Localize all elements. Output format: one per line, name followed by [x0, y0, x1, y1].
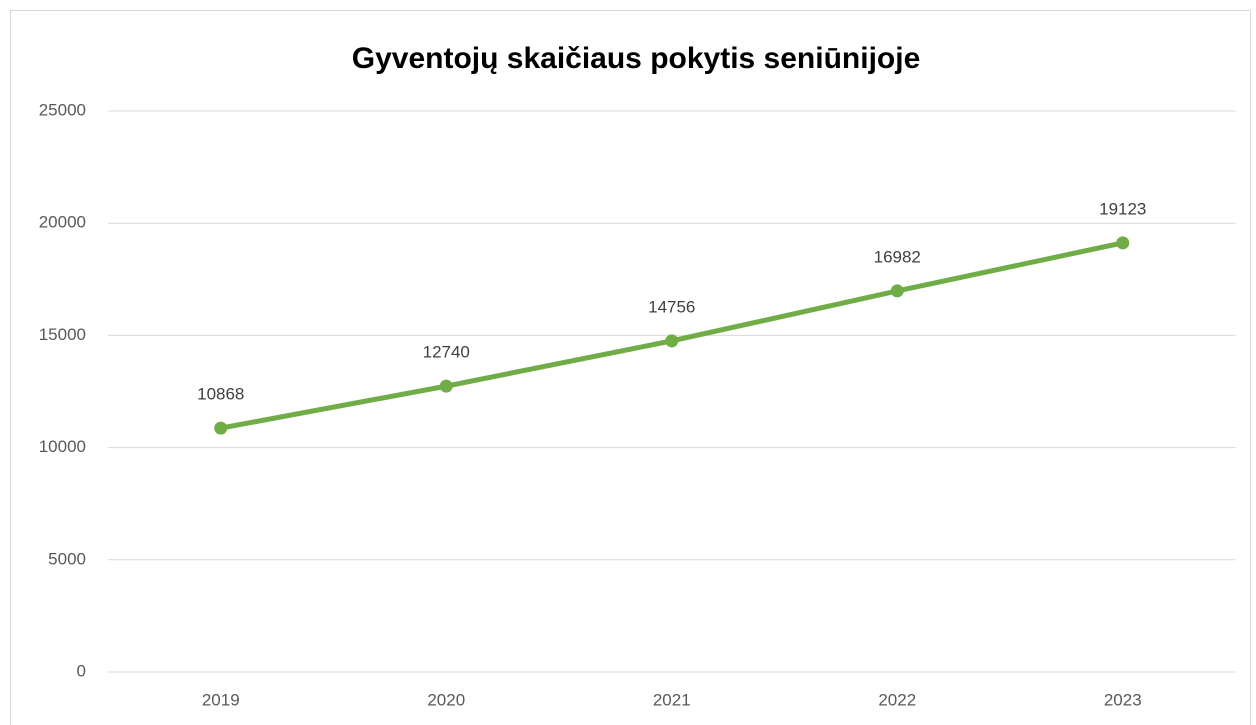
marker — [214, 421, 228, 435]
data-label: 14756 — [648, 297, 695, 316]
data-label: 16982 — [874, 247, 921, 266]
data-label: 10868 — [197, 385, 244, 404]
x-tick-label: 2020 — [427, 690, 465, 709]
x-tick-label: 2019 — [202, 690, 240, 709]
chart-title: Gyventojų skaičiaus pokytis seniūnijoje — [352, 42, 921, 75]
y-tick-label: 5000 — [48, 549, 86, 568]
marker — [890, 284, 904, 298]
y-tick-label: 25000 — [39, 100, 86, 119]
marker — [665, 334, 679, 348]
marker — [439, 379, 453, 393]
marker — [1116, 236, 1130, 250]
y-tick-label: 20000 — [39, 213, 86, 232]
chart-frame — [10, 10, 1251, 725]
x-tick-label: 2022 — [878, 690, 916, 709]
y-tick-label: 10000 — [39, 437, 86, 456]
x-tick-label: 2023 — [1104, 690, 1142, 709]
data-label: 12740 — [423, 343, 470, 362]
x-tick-label: 2021 — [653, 690, 691, 709]
y-tick-label: 15000 — [39, 325, 86, 344]
data-label: 19123 — [1099, 199, 1146, 218]
y-tick-label: 0 — [77, 661, 86, 680]
